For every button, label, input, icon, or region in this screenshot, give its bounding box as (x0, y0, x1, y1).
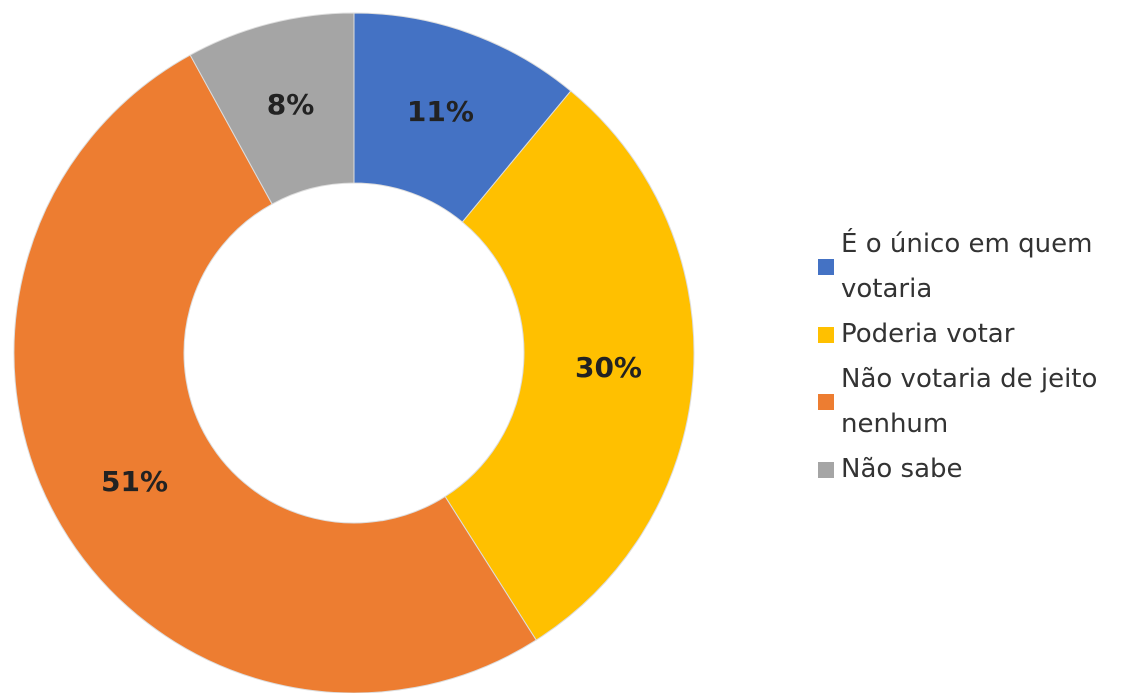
data-label: 30% (575, 351, 642, 384)
legend-item: É o único em quem votaria (818, 222, 1144, 312)
data-label: 8% (267, 88, 315, 121)
legend: É o único em quem votaria Poderia votar Nã… (818, 222, 1144, 492)
legend-label: Não votaria de jeito nenhum (841, 364, 1098, 439)
legend-label: É o único em quem votaria (841, 229, 1093, 304)
donut-slice (189, 12, 355, 205)
legend-swatch (818, 326, 834, 343)
donut-slice (444, 90, 695, 641)
data-label: 51% (101, 465, 168, 498)
legend-swatch (818, 394, 834, 410)
data-label: 11% (407, 95, 474, 128)
legend-item: Não sabe (818, 447, 1144, 492)
donut-slice (13, 54, 537, 693)
legend-label: Poderia votar (841, 319, 1015, 349)
legend-item: Poderia votar (818, 312, 1144, 357)
legend-label: Não sabe (841, 454, 963, 484)
legend-swatch (818, 259, 834, 275)
legend-item: Não votaria de jeito nenhum (818, 357, 1144, 447)
legend-swatch (818, 461, 834, 478)
donut-slice (353, 12, 572, 223)
